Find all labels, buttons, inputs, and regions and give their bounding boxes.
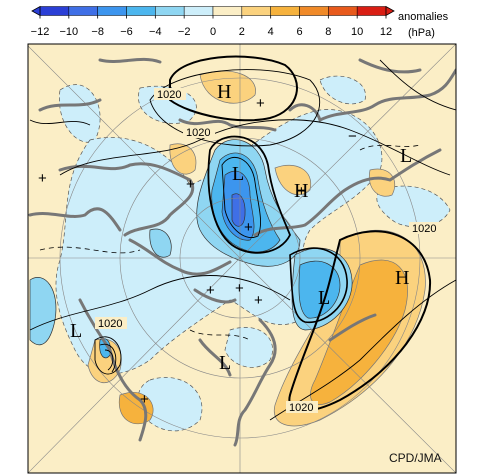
plus-sign: + [38,170,47,187]
colorbar-title: anomalies [398,11,449,23]
coastlines [28,57,456,447]
plus-sign: + [140,391,149,408]
colorbar-units: (hPa) [408,27,435,39]
low-center-west: L [70,320,82,342]
low-center-atlantic: L [219,352,231,374]
plus-sign: + [235,280,244,297]
colorbar-tick-label: 12 [380,26,392,38]
contour-label-1020-e: 1020 [289,402,313,414]
colorbar-left-arrow [31,5,41,17]
contour-labels: 1020 1020 1020 1020 1020 [95,88,441,414]
colorbar-tick-label: −10 [59,26,78,38]
plus-sign: + [206,282,215,299]
high-center-pacific: H [395,267,409,289]
colorbar-tick-label: −12 [31,26,50,38]
contour-label-1020-a: 1020 [157,89,181,101]
colorbar-tick-label: −8 [91,26,104,38]
low-center-siberia: L [232,163,244,185]
low-center-northeast: L [400,145,412,167]
colorbar-tick-label: −4 [149,26,162,38]
anomaly-signs: + + + + + + + + + − [38,95,357,408]
contour-label-1020-d: 1020 [98,318,122,330]
plus-sign: + [244,219,253,236]
minus-sign: − [348,128,357,145]
colorbar-right-arrow [385,5,395,17]
contour-label-1020-b: 1020 [186,127,210,139]
plus-sign: + [256,95,265,112]
pressure-centers: H L H L L H L L [70,81,412,374]
low-center-pacific: L [318,287,330,309]
colorbar-tick-label: 10 [351,26,363,38]
colorbar-tick-label: 2 [239,26,245,38]
plus-sign: + [297,183,306,200]
high-center-north: H [217,81,231,103]
colorbar-tick-label: 6 [296,26,302,38]
map-frame [27,43,457,474]
zero-anomaly-contours [39,144,421,341]
plus-sign: + [254,292,263,309]
colorbar-tick-label: −2 [178,26,191,38]
colorbar: −12 −10 −8 −6 −4 −2 0 2 4 6 8 10 12 anomalies (hPa) [31,5,449,39]
high-center-east: H [294,180,308,202]
graticule [28,44,456,473]
plus-sign: + [186,176,195,193]
colorbar-tick-label: 8 [325,26,331,38]
credit-label: CPD/JMA [389,451,442,465]
colorbar-tick-label: 4 [268,26,274,38]
contour-label-1020-c: 1020 [412,223,436,235]
colorbar-tick-label: −6 [120,26,133,38]
colorbar-tick-label: 0 [210,26,216,38]
